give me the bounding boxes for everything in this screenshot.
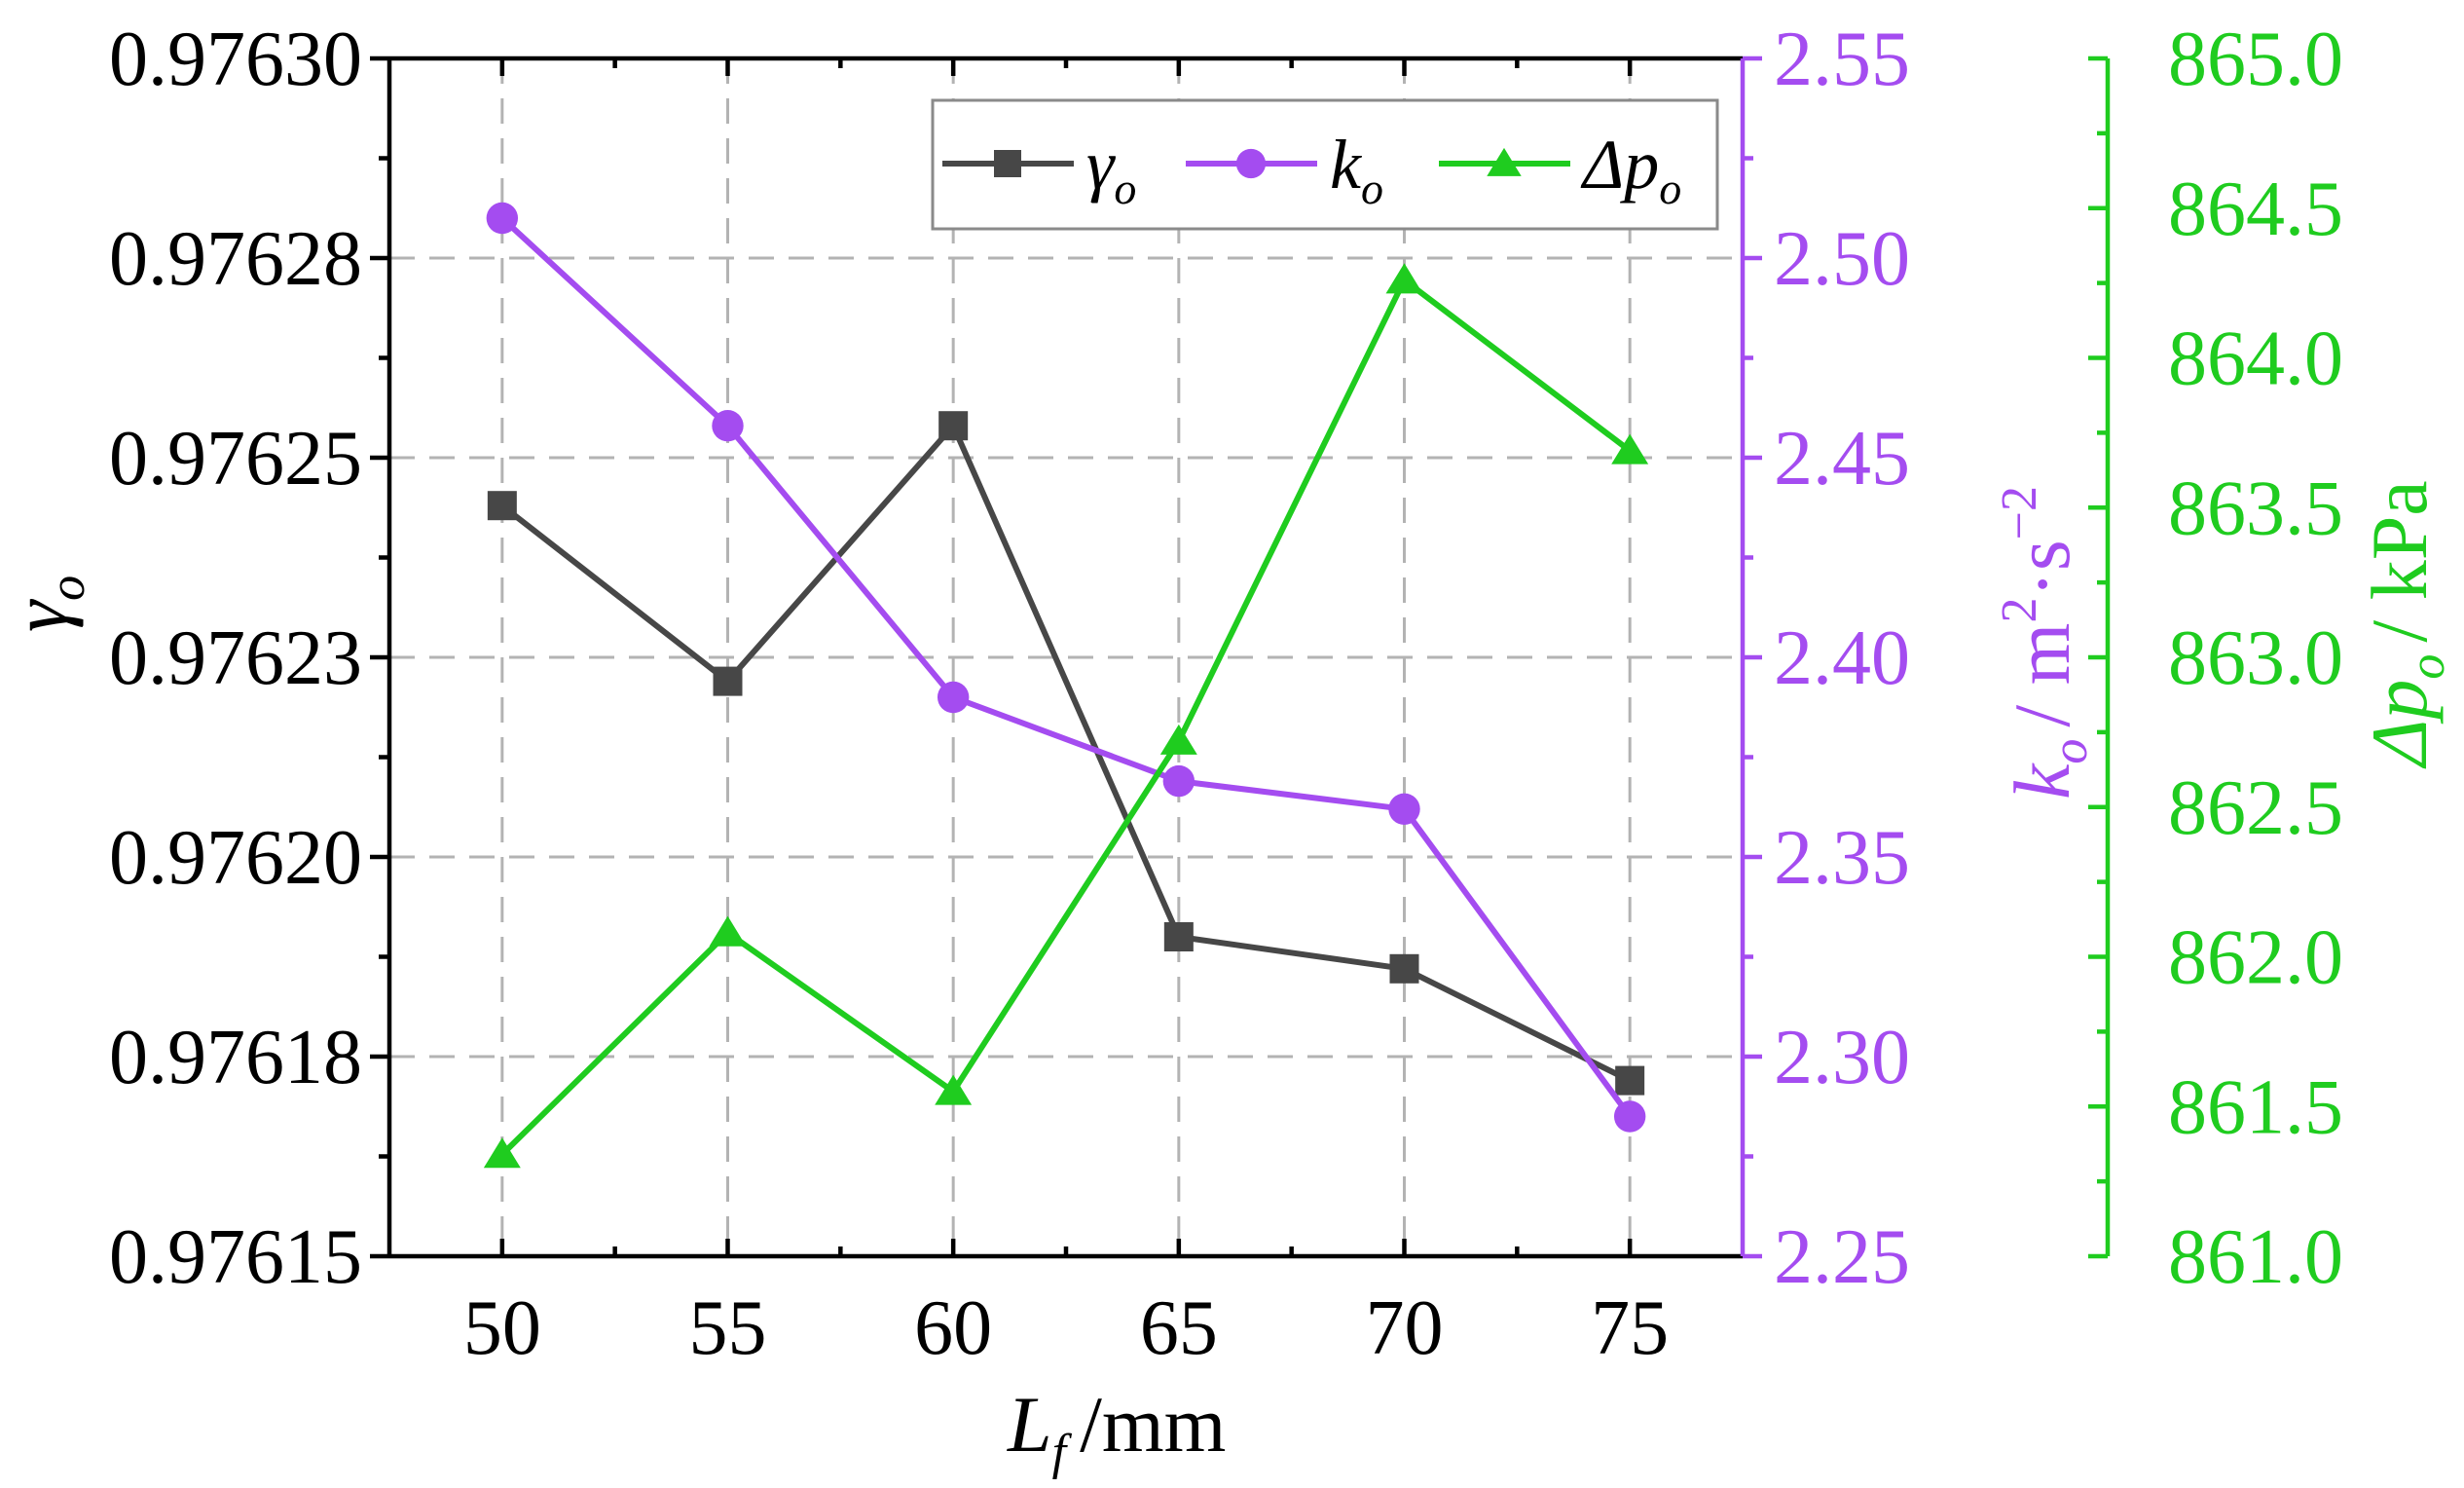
legend-label: ko bbox=[1330, 126, 1383, 213]
data-point bbox=[1389, 953, 1419, 984]
x-tick-label: 75 bbox=[1591, 1285, 1669, 1371]
data-point bbox=[1385, 263, 1423, 294]
right-k-tick-label: 2.55 bbox=[1774, 17, 1910, 102]
data-point bbox=[713, 666, 743, 696]
series-layer bbox=[483, 202, 1649, 1169]
right-k-tick-label: 2.30 bbox=[1774, 1015, 1910, 1100]
left-tick-label: 0.97615 bbox=[109, 1214, 362, 1300]
right-axis-dp-title: Δpo/ kPa bbox=[2355, 480, 2455, 768]
grid-lines bbox=[389, 58, 1743, 1256]
right-dp-tick-label: 861.5 bbox=[2168, 1064, 2343, 1150]
data-point bbox=[712, 410, 744, 442]
data-point bbox=[1162, 764, 1195, 798]
left-tick-label: 0.97623 bbox=[109, 615, 362, 701]
left-tick-label: 0.97625 bbox=[109, 416, 362, 502]
legend-marker bbox=[1487, 147, 1522, 176]
legend-label: γo bbox=[1086, 126, 1136, 213]
right-dp-tick-label: 864.0 bbox=[2168, 316, 2343, 402]
data-point bbox=[935, 1074, 973, 1105]
right-dp-tick-label: 863.0 bbox=[2168, 615, 2343, 701]
legend-item: Δpo bbox=[1439, 126, 1681, 213]
right-dp-tick-label: 863.5 bbox=[2168, 465, 2343, 551]
legend-item: γo bbox=[942, 126, 1136, 213]
series-right1 bbox=[486, 202, 1646, 1133]
x-tick-label: 70 bbox=[1366, 1285, 1444, 1371]
x-tick-label: 55 bbox=[689, 1285, 767, 1371]
data-point bbox=[1613, 1100, 1646, 1133]
data-point bbox=[1615, 1065, 1645, 1096]
right-k-tick-label: 2.35 bbox=[1774, 815, 1910, 901]
data-point bbox=[1159, 724, 1197, 755]
axes: 50 55 60 65 70 75 0.97615 0.97618 0.97620 0.97623… bbox=[109, 17, 2343, 1371]
data-point bbox=[483, 1137, 521, 1169]
legend-marker bbox=[1235, 148, 1267, 179]
data-point bbox=[1611, 433, 1649, 465]
data-point bbox=[1388, 793, 1420, 825]
series-left bbox=[487, 411, 1645, 1096]
series-line bbox=[499, 277, 1632, 1157]
series-line bbox=[499, 215, 1633, 1119]
right-dp-tick-label: 862.0 bbox=[2168, 915, 2343, 1001]
right-dp-tick-label: 864.5 bbox=[2168, 167, 2343, 252]
right-axis-k-title: ko/ m2·s−2 bbox=[1992, 486, 2098, 800]
right-dp-tick-label: 861.0 bbox=[2168, 1214, 2343, 1300]
right-k-tick-label: 2.50 bbox=[1774, 216, 1910, 302]
right-k-tick-label: 2.25 bbox=[1774, 1214, 1910, 1300]
series-line bbox=[499, 423, 1632, 1084]
left-tick-label: 0.97618 bbox=[109, 1015, 362, 1100]
left-axis-title: γo bbox=[0, 576, 95, 632]
data-point bbox=[1163, 922, 1194, 951]
series-right2 bbox=[483, 263, 1649, 1169]
right-dp-tick-label: 862.5 bbox=[2168, 765, 2343, 851]
x-tick-label: 60 bbox=[914, 1285, 992, 1371]
legend-label: Δpo bbox=[1580, 126, 1681, 213]
legend-marker bbox=[994, 150, 1021, 177]
data-point bbox=[937, 681, 970, 714]
x-tick-label: 50 bbox=[463, 1285, 541, 1371]
right-k-tick-label: 2.45 bbox=[1774, 416, 1910, 502]
left-tick-label: 0.97628 bbox=[109, 216, 362, 302]
right-dp-tick-label: 865.0 bbox=[2168, 17, 2343, 102]
data-point bbox=[938, 411, 969, 441]
right-k-tick-label: 2.40 bbox=[1774, 615, 1910, 701]
data-point bbox=[709, 915, 747, 947]
data-point bbox=[487, 491, 517, 521]
x-tick-label: 65 bbox=[1140, 1285, 1218, 1371]
data-point bbox=[486, 202, 519, 235]
legend: γo ko Δpo bbox=[931, 98, 1719, 231]
left-tick-label: 0.97620 bbox=[109, 815, 362, 901]
x-axis-title: Lf/mm bbox=[1007, 1380, 1226, 1480]
legend-item: ko bbox=[1186, 126, 1383, 213]
left-tick-label: 0.97630 bbox=[109, 17, 362, 102]
